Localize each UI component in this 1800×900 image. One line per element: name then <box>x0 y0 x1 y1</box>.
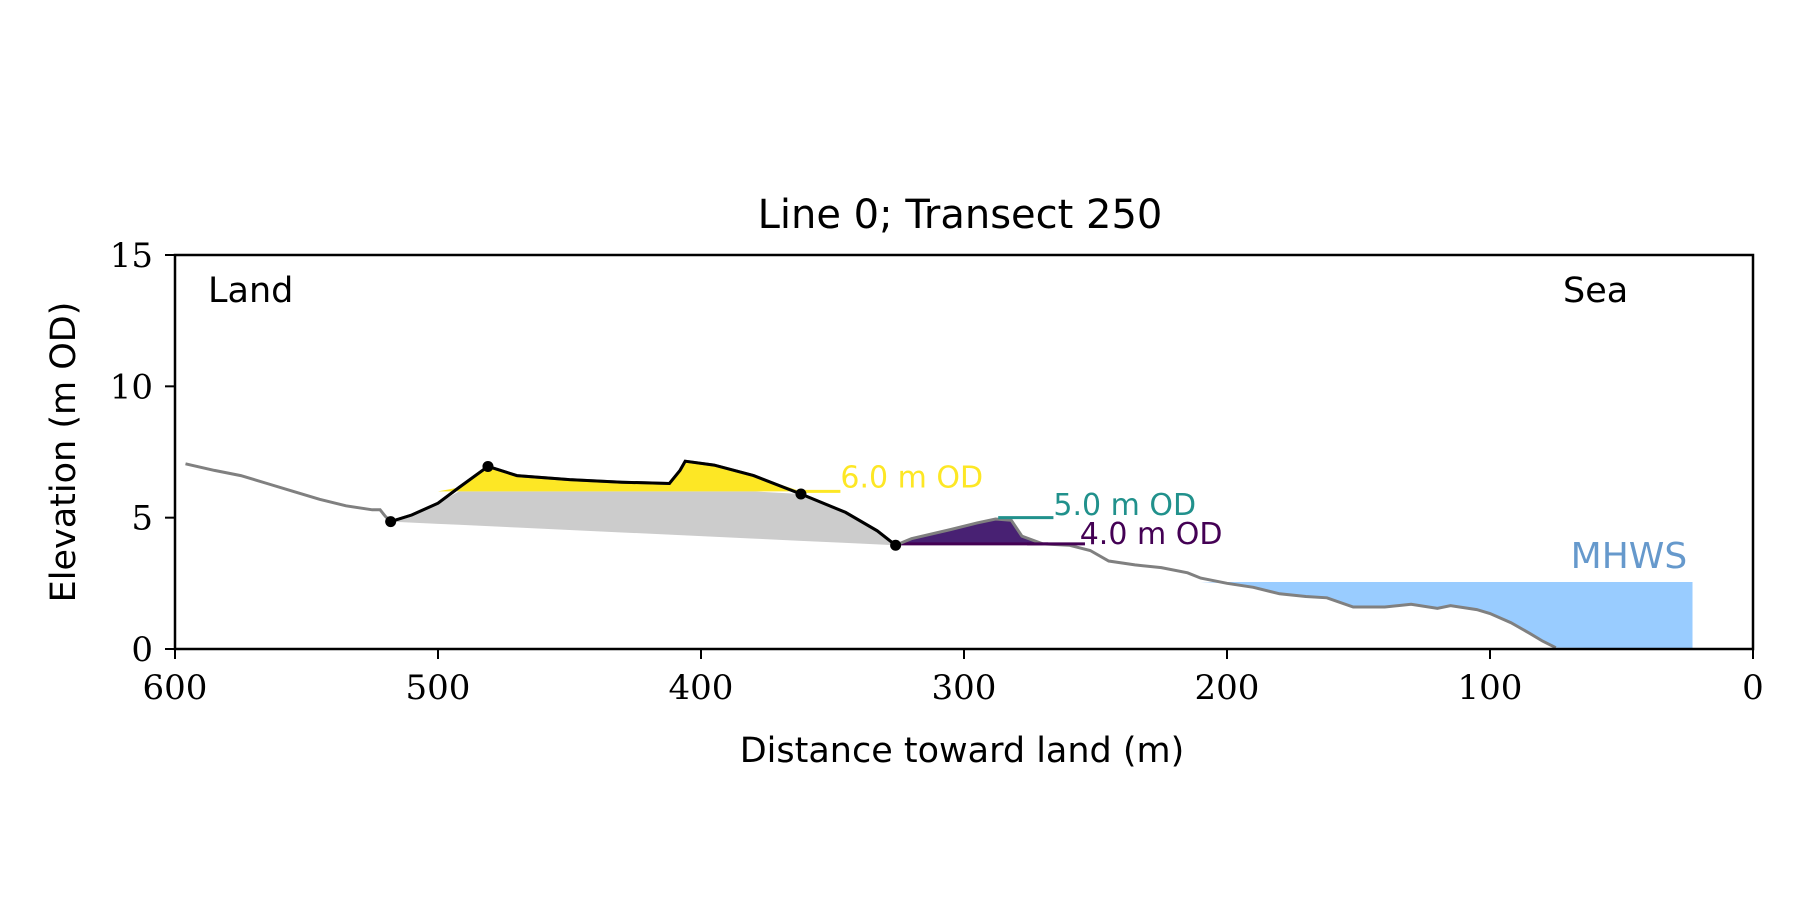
y-axis-label: Elevation (m OD) <box>44 302 84 603</box>
mhws-label: MHWS <box>1571 536 1688 577</box>
dune-point-1 <box>482 460 494 472</box>
mhws-water-area <box>1200 582 1693 649</box>
level-label-0: 6.0 m OD <box>840 461 983 496</box>
x-tick-label-6: 0 <box>1742 668 1764 708</box>
dune-point-0 <box>385 516 397 528</box>
x-axis: 600 500 400 300 200 100 0 <box>143 649 1764 708</box>
x-tick-label-1: 500 <box>406 668 471 708</box>
area-above-4m <box>895 518 1049 544</box>
x-axis-label: Distance toward land (m) <box>740 731 1185 771</box>
dune-outline <box>390 459 897 547</box>
x-tick-label-4: 200 <box>1195 668 1260 708</box>
x-tick-label-5: 100 <box>1458 668 1523 708</box>
level-label-2: 4.0 m OD <box>1080 517 1223 552</box>
x-tick-label-3: 300 <box>932 668 997 708</box>
y-axis: 0 5 10 15 <box>110 236 175 670</box>
x-tick-label-0: 600 <box>143 668 208 708</box>
plot-area: 6.0 m OD 5.0 m OD4.0 m OD MHWS <box>185 459 1693 650</box>
dune-point-2 <box>795 488 807 500</box>
chart-title: Line 0; Transect 250 <box>758 192 1163 238</box>
x-tick-label-2: 400 <box>669 668 734 708</box>
y-tick-label-2: 10 <box>110 367 153 407</box>
level-label-1: 5.0 m OD <box>1053 488 1196 523</box>
dune-point-3 <box>890 539 902 551</box>
y-tick-label-0: 0 <box>131 630 153 670</box>
land-annotation: Land <box>208 271 293 311</box>
y-tick-label-1: 5 <box>131 499 153 539</box>
y-tick-label-3: 15 <box>110 236 153 276</box>
sea-annotation: Sea <box>1563 271 1628 311</box>
area-above-6m <box>390 461 896 492</box>
dune-base-area <box>390 491 896 546</box>
